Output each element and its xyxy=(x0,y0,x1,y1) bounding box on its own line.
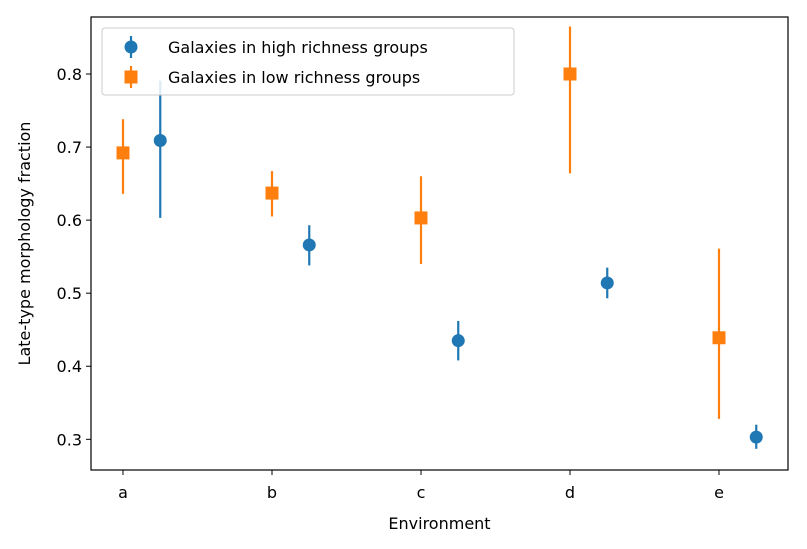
x-axis-label: Environment xyxy=(388,514,490,533)
x-tick-label: a xyxy=(118,483,128,502)
legend-label: Galaxies in high richness groups xyxy=(168,38,428,57)
y-tick-label: 0.7 xyxy=(57,138,82,157)
y-tick-label: 0.3 xyxy=(57,430,82,449)
data-point xyxy=(116,146,130,160)
data-point xyxy=(265,186,279,200)
y-tick-label: 0.4 xyxy=(57,357,82,376)
data-point xyxy=(712,331,726,345)
data-point xyxy=(153,133,167,147)
y-tick-label: 0.6 xyxy=(57,211,82,230)
x-axis: a b c d e xyxy=(118,470,724,502)
data-point xyxy=(414,211,428,225)
y-axis-label: Late-type morphology fraction xyxy=(15,122,34,366)
legend-box xyxy=(101,27,515,96)
x-tick-label: d xyxy=(565,483,575,502)
series-1 xyxy=(153,80,763,449)
data-point xyxy=(749,430,763,444)
legend-marker xyxy=(124,40,138,54)
series-2 xyxy=(116,26,726,419)
plot-content xyxy=(116,26,763,449)
y-axis: 0.3 0.4 0.5 0.6 0.7 0.8 xyxy=(57,65,91,449)
data-point xyxy=(302,238,316,252)
legend-marker xyxy=(124,70,138,84)
data-point xyxy=(600,276,614,290)
plot-frame xyxy=(90,16,789,471)
data-point xyxy=(563,67,577,81)
y-tick-label: 0.5 xyxy=(57,284,82,303)
legend: Galaxies in high richness groups Galaxies… xyxy=(101,27,515,96)
x-tick-label: e xyxy=(714,483,724,502)
legend-label: Galaxies in low richness groups xyxy=(168,68,420,87)
x-tick-label: c xyxy=(417,483,426,502)
y-tick-label: 0.8 xyxy=(57,65,82,84)
x-tick-label: b xyxy=(267,483,277,502)
data-point xyxy=(451,334,465,348)
